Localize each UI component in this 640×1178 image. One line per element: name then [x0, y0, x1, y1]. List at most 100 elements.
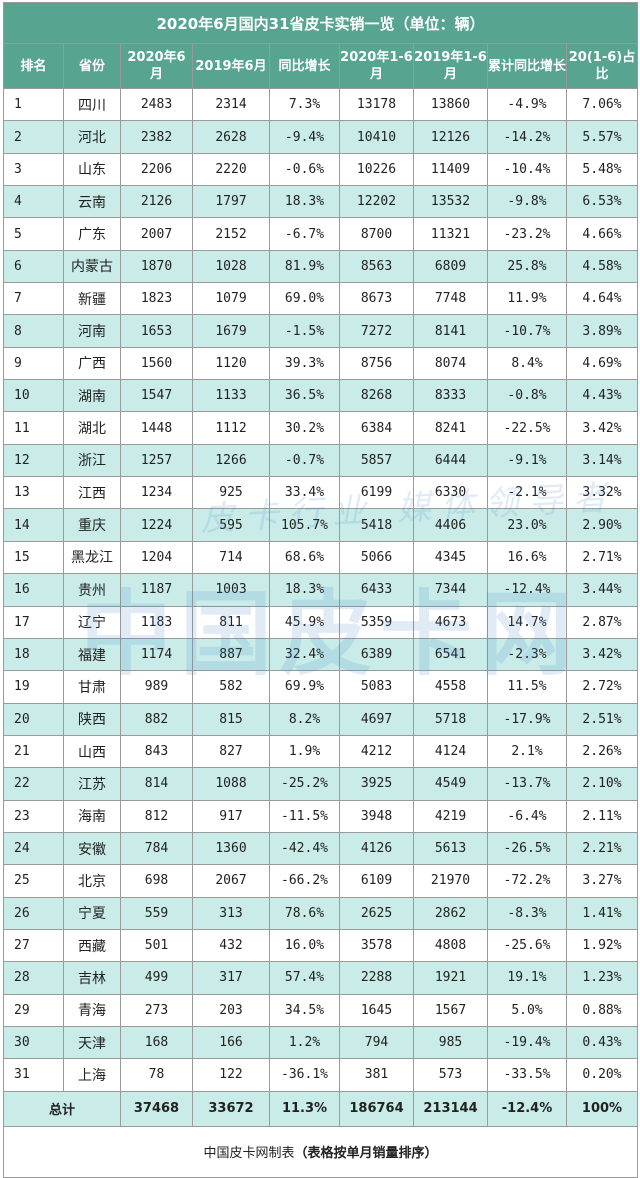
- column-header: 2020年1-6月: [339, 43, 414, 89]
- value-cell: -4.9%: [487, 87, 567, 122]
- value-cell: 2382: [120, 120, 193, 154]
- table-row: 30 天津 168 166 1.2% 794 985 -19.4% 0.43%: [3, 1025, 638, 1060]
- rank-cell: 3: [3, 152, 64, 187]
- value-cell: 582: [192, 670, 270, 704]
- total-row: 总计 37468 33672 11.3% 186764 213144 -12.4% 100%: [3, 1090, 638, 1127]
- value-cell: 13532: [413, 185, 488, 219]
- value-cell: -6.4%: [487, 799, 567, 833]
- value-cell: 3948: [339, 799, 414, 833]
- value-cell: 2.26%: [566, 734, 638, 769]
- value-cell: 1560: [120, 346, 193, 381]
- province-cell: 北京: [63, 864, 121, 898]
- rank-cell: 4: [3, 185, 64, 219]
- value-cell: 2.51%: [566, 702, 638, 736]
- value-cell: 2152: [192, 217, 270, 251]
- table-row: 29 青海 273 203 34.5% 1645 1567 5.0% 0.88%: [3, 993, 638, 1027]
- column-header: 排名: [3, 43, 64, 89]
- table-row: 4 云南 2126 1797 18.3% 12202 13532 -9.8% 6.53%: [3, 185, 638, 219]
- value-cell: 1204: [120, 540, 193, 575]
- value-cell: 3925: [339, 767, 414, 801]
- rank-cell: 31: [3, 1058, 64, 1092]
- table-row: 25 北京 698 2067 -66.2% 6109 21970 -72.2% 3.27%: [3, 864, 638, 898]
- table-row: 3 山东 2206 2220 -0.6% 10226 11409 -10.4% 5.48%: [3, 152, 638, 187]
- value-cell: 4345: [413, 540, 488, 575]
- value-cell: 32.4%: [269, 637, 340, 672]
- value-cell: 843: [120, 734, 193, 769]
- value-cell: 1133: [192, 379, 270, 413]
- table-row: 21 山西 843 827 1.9% 4212 4124 2.1% 2.26%: [3, 734, 638, 769]
- value-cell: -17.9%: [487, 702, 567, 736]
- province-cell: 陕西: [63, 702, 121, 736]
- value-cell: 1679: [192, 314, 270, 348]
- value-cell: 917: [192, 799, 270, 833]
- value-cell: 7.3%: [269, 87, 340, 122]
- total-value: 33672: [192, 1090, 270, 1127]
- province-cell: 河南: [63, 314, 121, 348]
- table-row: 8 河南 1653 1679 -1.5% 7272 8141 -10.7% 3.89%: [3, 314, 638, 348]
- value-cell: 10410: [339, 120, 414, 154]
- value-cell: 5857: [339, 443, 414, 478]
- value-cell: 1448: [120, 411, 193, 445]
- footer-prefix: 中国皮卡网制表: [203, 1146, 295, 1162]
- rank-cell: 30: [3, 1025, 64, 1060]
- value-cell: 1183: [120, 605, 193, 639]
- value-cell: 2.1%: [487, 734, 567, 769]
- value-cell: -9.8%: [487, 185, 567, 219]
- value-cell: 1870: [120, 249, 193, 284]
- value-cell: 6444: [413, 443, 488, 478]
- province-cell: 青海: [63, 993, 121, 1027]
- value-cell: 81.9%: [269, 249, 340, 284]
- rank-cell: 29: [3, 993, 64, 1027]
- value-cell: 4.43%: [566, 379, 638, 413]
- total-label: 总计: [3, 1090, 121, 1127]
- value-cell: 573: [413, 1058, 488, 1092]
- table-row: 7 新疆 1823 1079 69.0% 8673 7748 11.9% 4.64%: [3, 282, 638, 316]
- value-cell: 1645: [339, 993, 414, 1027]
- value-cell: -9.1%: [487, 443, 567, 478]
- value-cell: 1187: [120, 573, 193, 607]
- table-row: 6 内蒙古 1870 1028 81.9% 8563 6809 25.8% 4.58%: [3, 249, 638, 284]
- value-cell: 2.72%: [566, 670, 638, 704]
- value-cell: 2007: [120, 217, 193, 251]
- value-cell: 5613: [413, 831, 488, 866]
- value-cell: 3.14%: [566, 443, 638, 478]
- rank-cell: 20: [3, 702, 64, 736]
- value-cell: 78: [120, 1058, 193, 1092]
- table-row: 17 辽宁 1183 811 45.9% 5359 4673 14.7% 2.87%: [3, 605, 638, 639]
- value-cell: 2206: [120, 152, 193, 187]
- value-cell: 3.44%: [566, 573, 638, 607]
- rank-cell: 15: [3, 540, 64, 575]
- value-cell: 5359: [339, 605, 414, 639]
- rank-cell: 22: [3, 767, 64, 801]
- value-cell: 7272: [339, 314, 414, 348]
- value-cell: -0.8%: [487, 379, 567, 413]
- value-cell: 4.58%: [566, 249, 638, 284]
- value-cell: 1266: [192, 443, 270, 478]
- table-row: 19 甘肃 989 582 69.9% 5083 4558 11.5% 2.72%: [3, 670, 638, 704]
- province-cell: 四川: [63, 87, 121, 122]
- value-cell: 501: [120, 928, 193, 963]
- value-cell: 4.64%: [566, 282, 638, 316]
- value-cell: 203: [192, 993, 270, 1027]
- value-cell: 16.6%: [487, 540, 567, 575]
- value-cell: 166: [192, 1025, 270, 1060]
- table-container: 2020年6月国内31省皮卡实销一览（单位：辆） 排名 省份 2020年6月 2019…: [3, 2, 638, 1178]
- value-cell: 273: [120, 993, 193, 1027]
- column-header: 2019年6月: [192, 43, 270, 89]
- value-cell: -11.5%: [269, 799, 340, 833]
- value-cell: -23.2%: [487, 217, 567, 251]
- province-cell: 贵州: [63, 573, 121, 607]
- value-cell: 1028: [192, 249, 270, 284]
- value-cell: 8756: [339, 346, 414, 381]
- value-cell: 7344: [413, 573, 488, 607]
- value-cell: 1547: [120, 379, 193, 413]
- province-cell: 江苏: [63, 767, 121, 801]
- table-row: 2 河北 2382 2628 -9.4% 10410 12126 -14.2% 5.57%: [3, 120, 638, 154]
- rank-cell: 14: [3, 508, 64, 542]
- value-cell: 1360: [192, 831, 270, 866]
- province-cell: 广东: [63, 217, 121, 251]
- column-header: 省份: [63, 43, 121, 89]
- rank-cell: 19: [3, 670, 64, 704]
- province-cell: 上海: [63, 1058, 121, 1092]
- value-cell: 33.4%: [269, 476, 340, 510]
